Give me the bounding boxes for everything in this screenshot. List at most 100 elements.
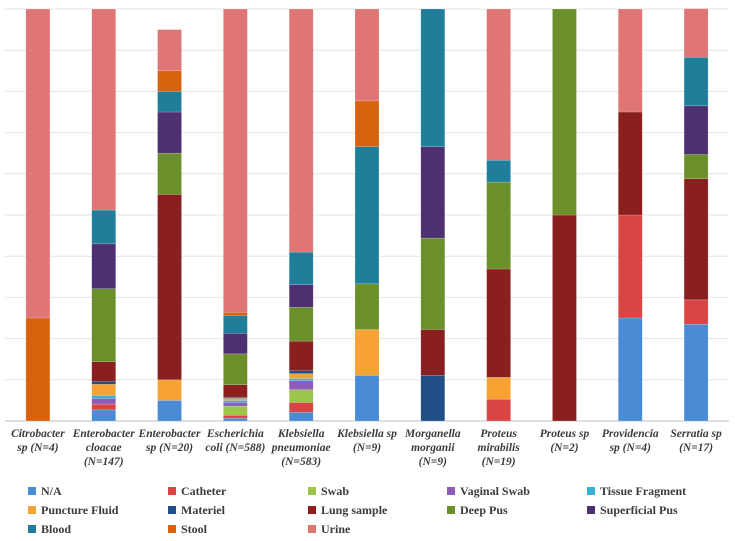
bar-segment <box>91 398 116 405</box>
bar-segment <box>91 384 116 396</box>
bar-segment <box>420 237 446 330</box>
legend-swatch <box>587 487 595 495</box>
legend-swatch <box>168 487 176 495</box>
bar-segment <box>223 315 248 334</box>
bar-segment <box>157 152 182 195</box>
bar-segment <box>157 194 182 381</box>
bar-segment <box>618 214 643 319</box>
bar-segment <box>354 8 380 102</box>
x-tick-label-line: (N=17) <box>679 442 714 454</box>
bar-segment <box>486 8 511 161</box>
legend-swatch <box>308 487 316 495</box>
bar-segment <box>91 8 116 211</box>
legend-label: Swab <box>321 484 350 498</box>
bar-segment <box>486 377 511 400</box>
x-tick-label: Providencia sp (N=4) <box>594 427 666 455</box>
bar-segment <box>157 29 182 72</box>
legend-label: Puncture Fluid <box>41 503 119 517</box>
bar-segment <box>223 384 248 398</box>
legend-label: Materiel <box>181 503 225 517</box>
bar-segment <box>157 400 182 422</box>
x-tick-label-line: (N=2) <box>550 442 579 454</box>
bar-segment <box>486 398 511 422</box>
bar-segment <box>288 373 314 379</box>
bar-segment <box>25 8 51 319</box>
bar-segment <box>91 209 116 245</box>
bar-segment <box>288 370 314 374</box>
legend-swatch <box>308 525 316 533</box>
bar-segment <box>223 417 248 422</box>
bar-segment <box>354 100 380 147</box>
bar-segment <box>91 403 116 411</box>
bar-segment <box>223 400 248 403</box>
bar-segment <box>618 111 643 216</box>
bar-segment <box>683 8 709 58</box>
bar-segment <box>354 329 380 376</box>
bar-segment <box>91 395 116 399</box>
bar-segment <box>354 283 380 330</box>
x-tick-label-line: Serratia sp <box>670 428 722 440</box>
bar-segment <box>683 154 709 179</box>
legend-swatch <box>447 487 455 495</box>
x-tick-label: Proteus mirabilis (N=19) <box>463 427 535 469</box>
bar-segment <box>486 181 511 270</box>
bar-segment <box>552 8 577 216</box>
legend-label: Deep Pus <box>460 503 508 517</box>
x-tick-label: Enterobacter sp (N=20) <box>134 427 206 455</box>
legend-swatch <box>587 506 595 514</box>
stacked-bar-chart <box>5 8 729 422</box>
x-tick-label-line: pneumoniae <box>271 442 331 454</box>
bar-segment <box>683 323 709 422</box>
legend-swatch <box>447 506 455 514</box>
bar-segment <box>683 56 709 107</box>
bar-segment <box>157 70 182 92</box>
x-tick-label: Escherichia coli (N=588) <box>199 427 271 455</box>
x-tick-label: Citrobacter sp (N=4) <box>2 427 74 455</box>
bar-segment <box>223 332 248 355</box>
x-tick-label-line: (N=19) <box>481 456 516 468</box>
bar-segment <box>157 379 182 401</box>
bar-segment <box>288 251 314 285</box>
bar-segment <box>25 317 51 422</box>
x-tick-label-line: coli (N=588) <box>205 442 266 454</box>
bar-segment <box>223 402 248 407</box>
x-tick-label-line: Enterobacter <box>138 428 201 440</box>
x-tick-label-line: mirabilis <box>477 442 520 454</box>
x-tick-label: Proteus sp (N=2) <box>528 427 600 455</box>
x-tick-label-line: (N=9) <box>352 442 382 454</box>
bar-segment <box>288 307 314 342</box>
bar-segment <box>354 146 380 285</box>
x-tick-label-line: Morganella <box>405 428 461 440</box>
x-tick-label-line: Klebsiella <box>277 428 325 440</box>
bar-segment <box>288 340 314 371</box>
x-tick-label-line: Proteus sp <box>539 428 590 440</box>
legend-label: Stool <box>181 522 208 536</box>
bar-segment <box>354 375 380 422</box>
bar-segment <box>157 111 182 154</box>
bar-segment <box>91 381 116 385</box>
bars <box>25 8 709 422</box>
x-tick-label-line: (N=9) <box>418 456 447 468</box>
bar-segment <box>91 409 116 422</box>
bar-segment <box>420 8 446 147</box>
bar-segment <box>91 243 116 289</box>
bar-segment <box>91 361 116 382</box>
x-tick-label: Klebsiella sp (N=9) <box>331 427 403 455</box>
x-tick-label: Enterobacter cloacae (N=147) <box>68 427 140 469</box>
bar-segment <box>223 414 248 419</box>
bar-segment <box>223 405 248 416</box>
legend-label: Blood <box>41 522 72 536</box>
bar-segment <box>223 353 248 385</box>
bar-segment <box>420 329 446 376</box>
legend-swatch <box>308 506 316 514</box>
bar-segment <box>552 214 577 422</box>
legend-label: Vaginal Swab <box>460 484 530 498</box>
legend-label: N/A <box>41 484 62 498</box>
bar-segment <box>223 8 248 313</box>
bar-segment <box>420 146 446 239</box>
legend-swatch <box>168 506 176 514</box>
bar-segment <box>288 389 314 403</box>
x-tick-label-line: Enterobacter <box>72 428 135 440</box>
legend-swatch <box>168 525 176 533</box>
